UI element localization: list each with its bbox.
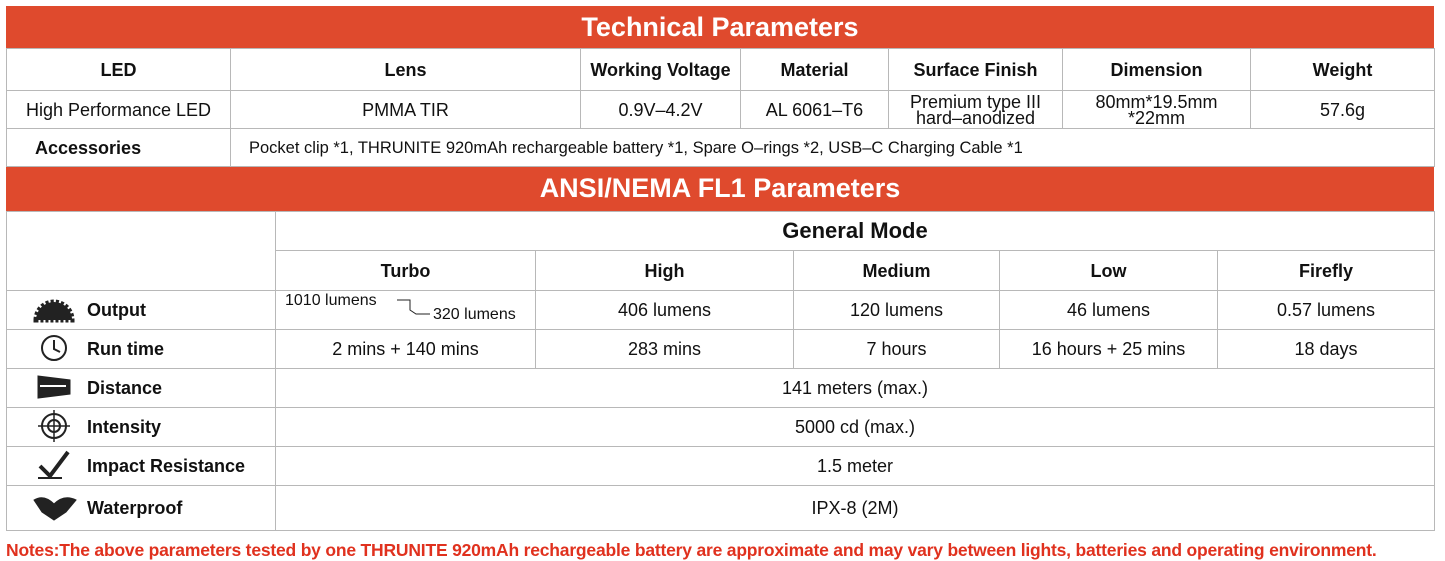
mode-value: 16 hours + 25 mins: [999, 329, 1218, 369]
mode-value: 2 mins + 140 mins: [275, 329, 536, 369]
mode-header: Turbo: [275, 250, 536, 291]
column-header: Surface Finish: [888, 48, 1063, 91]
row-label: Output: [6, 290, 276, 330]
mode-value: 18 days: [1217, 329, 1435, 369]
merged-value: 141 meters (max.): [275, 368, 1435, 408]
mode-value: 7 hours: [793, 329, 1000, 369]
mode-header: High: [535, 250, 794, 291]
merged-value: 1.5 meter: [275, 446, 1435, 486]
mode-header: Medium: [793, 250, 1000, 291]
group-header: General Mode: [275, 211, 1435, 251]
mode-value: 46 lumens: [999, 290, 1218, 330]
merged-value: 5000 cd (max.): [275, 407, 1435, 447]
mode-value: 0.57 lumens: [1217, 290, 1435, 330]
row-label: Run time: [6, 329, 276, 369]
column-header: Working Voltage: [580, 48, 741, 91]
notes: Notes:The above parameters tested by one…: [6, 540, 1377, 560]
mode-header: Low: [999, 250, 1218, 291]
row-label: Waterproof: [6, 485, 276, 531]
spec-value: 80mm*19.5mm *22mm: [1062, 90, 1251, 129]
spec-value: 57.6g: [1250, 90, 1435, 129]
fl1-banner: ANSI/NEMA FL1 Parameters: [6, 166, 1434, 211]
accessories-value: Pocket clip *1, THRUNITE 920mAh recharge…: [230, 128, 1435, 167]
spec-value: 0.9V–4.2V: [580, 90, 741, 129]
blank-cell: [6, 211, 276, 291]
output-step: 1010 lumens: [285, 292, 377, 309]
merged-value: IPX-8 (2M): [275, 485, 1435, 531]
accessories-label: Accessories: [6, 128, 231, 167]
row-label: Impact Resistance: [6, 446, 276, 486]
spec-value: PMMA TIR: [230, 90, 581, 129]
column-header: Lens: [230, 48, 581, 91]
row-label: Distance: [6, 368, 276, 408]
column-header: Weight: [1250, 48, 1435, 91]
title-banner: Technical Parameters: [6, 6, 1434, 48]
mode-value: 120 lumens: [793, 290, 1000, 330]
mode-value: 283 mins: [535, 329, 794, 369]
spec-value: Premium type III hard–anodized: [888, 90, 1063, 129]
output-step: 320 lumens: [433, 306, 516, 323]
column-header: Material: [740, 48, 889, 91]
column-header: LED: [6, 48, 231, 91]
row-label: Intensity: [6, 407, 276, 447]
output-cell: 1010 lumens 320 lumens: [275, 290, 536, 330]
spec-value: High Performance LED: [6, 90, 231, 129]
mode-value: 406 lumens: [535, 290, 794, 330]
mode-header: Firefly: [1217, 250, 1435, 291]
column-header: Dimension: [1062, 48, 1251, 91]
spec-value: AL 6061–T6: [740, 90, 889, 129]
